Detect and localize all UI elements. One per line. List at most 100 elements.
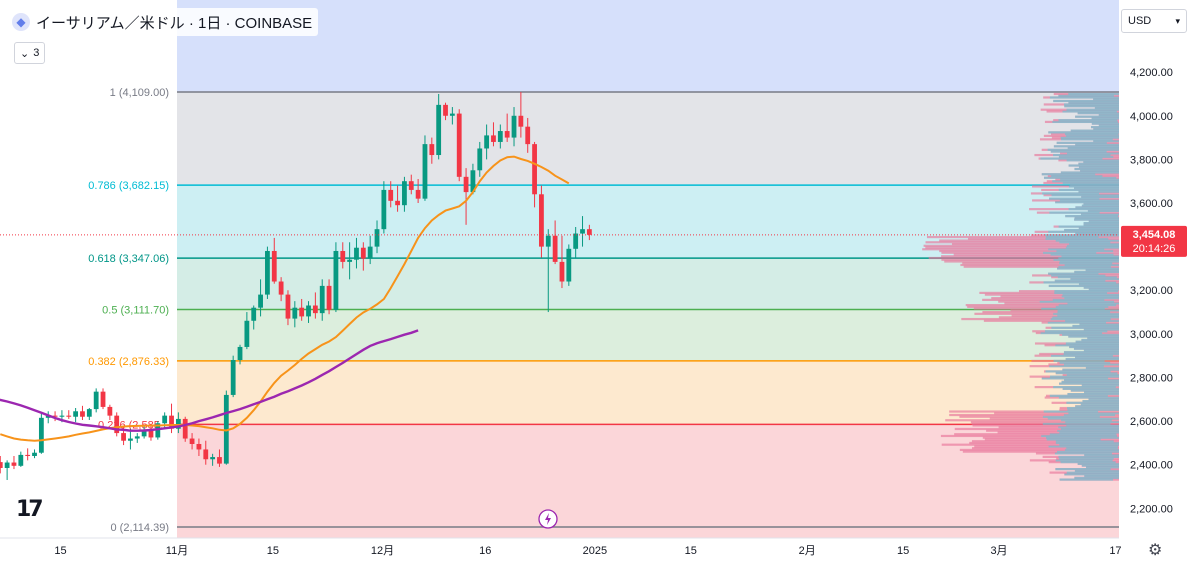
candle-body xyxy=(11,462,17,466)
volume-bar xyxy=(1068,208,1120,211)
volume-bar xyxy=(1083,328,1119,331)
volume-bar xyxy=(1060,136,1128,139)
candle-body xyxy=(59,415,65,417)
volume-bar xyxy=(1052,180,1125,183)
fib-band xyxy=(177,92,1119,186)
volume-bar xyxy=(925,241,1119,244)
volume-bar xyxy=(941,443,1119,446)
volume-bar xyxy=(1088,220,1119,223)
volume-bar xyxy=(1053,153,1111,157)
volume-bar xyxy=(1064,448,1122,452)
volume-bar xyxy=(1053,99,1119,103)
candle-body xyxy=(162,415,168,424)
volume-bar xyxy=(971,447,1119,450)
volume-bar xyxy=(1055,468,1111,471)
volume-bar xyxy=(1055,459,1113,462)
volume-bar xyxy=(1042,192,1100,195)
volume-bar xyxy=(1058,455,1119,458)
volume-bar xyxy=(923,244,1119,247)
volume-bar xyxy=(1057,429,1128,432)
volume-bar xyxy=(962,262,1119,265)
volume-bar xyxy=(1059,478,1114,481)
volume-bar xyxy=(1070,277,1119,281)
volume-bar xyxy=(1078,162,1119,165)
candle-body xyxy=(285,294,291,319)
volume-bar xyxy=(1064,133,1119,136)
ma-short-line xyxy=(0,155,570,442)
candle-body xyxy=(121,433,126,441)
volume-bar xyxy=(1067,152,1121,155)
volume-bar xyxy=(1064,297,1129,300)
candle-body xyxy=(552,235,558,262)
volume-bar xyxy=(1049,375,1125,378)
candle-body xyxy=(223,394,229,464)
volume-bar xyxy=(1055,201,1119,204)
currency-label: USD xyxy=(1128,15,1152,27)
volume-bar xyxy=(1044,330,1108,333)
volume-bar xyxy=(1074,270,1119,274)
volume-bar xyxy=(939,239,1119,242)
volume-bar xyxy=(1081,338,1119,342)
fib-label: 0.786 (3,682.15) xyxy=(88,180,169,192)
volume-bar xyxy=(967,305,1119,308)
volume-bar xyxy=(1062,387,1119,390)
volume-bar xyxy=(1060,461,1116,464)
candle-body xyxy=(402,181,407,206)
candle-body xyxy=(189,438,195,444)
tradingview-logo: 17 xyxy=(16,497,44,522)
candle-body xyxy=(25,454,31,456)
volume-bar xyxy=(1059,199,1137,202)
ethereum-icon: ◆ xyxy=(12,13,30,31)
volume-bar xyxy=(962,450,1119,453)
price-label-value: 3,454.08 xyxy=(1133,229,1176,241)
volume-bar xyxy=(1058,256,1131,260)
volume-bar xyxy=(986,429,1119,432)
currency-select[interactable]: USD ▾ xyxy=(1121,9,1187,33)
y-tick-label: 2,400.00 xyxy=(1130,460,1173,472)
volume-bar xyxy=(1065,319,1137,322)
volume-bar xyxy=(1075,405,1119,408)
candle-body xyxy=(244,320,250,347)
volume-bar xyxy=(1054,279,1106,282)
volume-bar xyxy=(1058,304,1117,307)
y-tick-label: 2,800.00 xyxy=(1130,372,1173,384)
volume-bar xyxy=(1070,183,1119,186)
volume-bar xyxy=(1053,312,1119,315)
volume-bar xyxy=(945,419,1119,422)
candle-body xyxy=(360,247,366,259)
volume-bar xyxy=(1081,204,1119,207)
volume-bar xyxy=(1055,239,1123,242)
volume-bar xyxy=(1047,148,1124,151)
lightning-icon-glyph xyxy=(545,513,551,525)
volume-bar xyxy=(1040,157,1103,160)
candle-body xyxy=(271,250,277,282)
candle-body xyxy=(203,449,209,460)
volume-bar xyxy=(965,304,1119,307)
volume-bar xyxy=(1049,394,1108,397)
candle-body xyxy=(210,457,216,460)
indicators-toggle[interactable]: ⌄ 3 xyxy=(14,42,46,64)
candle-body xyxy=(258,294,263,308)
candle-body xyxy=(86,409,92,417)
volume-bar xyxy=(1065,215,1119,218)
y-tick-label: 3,600.00 xyxy=(1130,198,1173,210)
volume-bar xyxy=(1084,391,1119,394)
volume-bar xyxy=(961,317,1119,321)
volume-bar xyxy=(1085,466,1119,469)
volume-bar xyxy=(991,297,1119,300)
candle-body xyxy=(477,148,483,171)
volume-bar xyxy=(1053,258,1131,261)
candle-body xyxy=(504,131,510,138)
volume-bar xyxy=(1049,211,1100,214)
gear-icon[interactable]: ⚙ xyxy=(1148,542,1163,559)
volume-bar xyxy=(1064,473,1119,476)
volume-bar xyxy=(1075,206,1119,209)
volume-bar xyxy=(1062,333,1122,336)
volume-bar xyxy=(1048,248,1105,251)
volume-bar xyxy=(953,253,1119,256)
candle-body xyxy=(299,307,305,317)
volume-bar xyxy=(1083,286,1119,289)
symbol-header[interactable]: ◆ イーサリアム／米ドル · 1日 · COINBASE xyxy=(6,8,319,36)
volume-bar xyxy=(1058,396,1134,399)
